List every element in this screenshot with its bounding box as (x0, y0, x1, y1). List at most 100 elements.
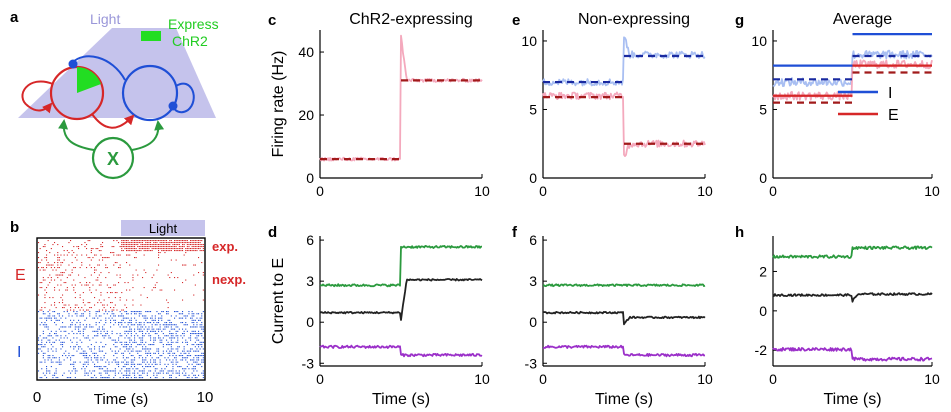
spike (177, 311, 179, 313)
spike (166, 240, 168, 242)
spike (121, 313, 123, 315)
spike (103, 304, 105, 306)
spike (129, 242, 131, 244)
spike (114, 339, 116, 341)
spike (161, 315, 163, 317)
spike (145, 359, 147, 361)
spike (100, 374, 102, 376)
spike (102, 304, 104, 306)
spike (183, 370, 185, 372)
spike (74, 284, 76, 286)
spike (98, 315, 100, 317)
spike (66, 311, 68, 313)
spike (182, 242, 184, 244)
spike (70, 372, 72, 374)
spike (103, 366, 105, 368)
spike (50, 319, 52, 321)
spike (57, 244, 59, 246)
spike (95, 324, 97, 326)
spike (76, 322, 78, 324)
spike (89, 282, 91, 284)
spike (185, 279, 187, 281)
spike (39, 287, 41, 289)
spike (47, 284, 49, 286)
spike (102, 346, 104, 348)
spike (130, 344, 132, 346)
spike (191, 322, 193, 324)
spike (68, 252, 70, 254)
spike (57, 313, 59, 315)
spike (150, 246, 152, 248)
spike (175, 326, 177, 328)
spike (138, 242, 140, 244)
spike (71, 250, 73, 252)
panel-letter-e: e (512, 12, 520, 29)
spike (116, 292, 118, 294)
spike (145, 315, 147, 317)
panel-letter-d: d (268, 224, 277, 241)
y-tick-label-e: 5 (529, 101, 537, 117)
spike (169, 350, 171, 352)
spike (166, 335, 168, 337)
spike (46, 250, 48, 252)
spike (191, 326, 193, 328)
spike (124, 374, 126, 376)
spike (202, 326, 204, 328)
spike (178, 250, 180, 252)
spike (100, 272, 102, 274)
spike (58, 339, 60, 341)
spike (41, 317, 43, 319)
spike (62, 326, 64, 328)
spike (62, 302, 64, 304)
spike (158, 246, 160, 248)
spike (42, 269, 44, 271)
spike (185, 328, 187, 330)
spike (185, 339, 187, 341)
spike (193, 324, 195, 326)
spike (135, 269, 137, 271)
spike (126, 377, 128, 379)
spike (63, 311, 65, 313)
spike (132, 299, 134, 301)
spike (167, 372, 169, 374)
y-tick-label-h: 2 (759, 263, 767, 279)
spike (185, 317, 187, 319)
spike (78, 319, 80, 321)
spike (138, 248, 140, 250)
spike (47, 240, 49, 242)
spike (65, 355, 67, 357)
spike (82, 302, 84, 304)
spike (70, 274, 72, 276)
express-label-1: Express (168, 16, 219, 32)
spike (102, 257, 104, 259)
y-tick-label-g: 5 (759, 101, 767, 117)
spike (162, 333, 164, 335)
spike (79, 297, 81, 299)
spike (167, 370, 169, 372)
spike (193, 368, 195, 370)
raster-xlabel: Time (s) (94, 391, 148, 408)
spike (151, 244, 153, 246)
spike (121, 309, 123, 311)
spike (172, 328, 174, 330)
spike (82, 352, 84, 354)
spike (55, 330, 57, 332)
spike (177, 244, 179, 246)
spike (62, 307, 64, 309)
spike (79, 346, 81, 348)
y-tick-label-d: -3 (302, 355, 315, 371)
spike (38, 348, 40, 350)
spike (193, 322, 195, 324)
spike (97, 355, 99, 357)
spike (158, 322, 160, 324)
spike (79, 326, 81, 328)
spike (159, 246, 161, 248)
spike (190, 248, 192, 250)
spike (126, 326, 128, 328)
i-self-synapse (168, 101, 178, 111)
spike (55, 307, 57, 309)
spike (46, 264, 48, 266)
spike (106, 292, 108, 294)
spike (166, 313, 168, 315)
spike (54, 289, 56, 291)
